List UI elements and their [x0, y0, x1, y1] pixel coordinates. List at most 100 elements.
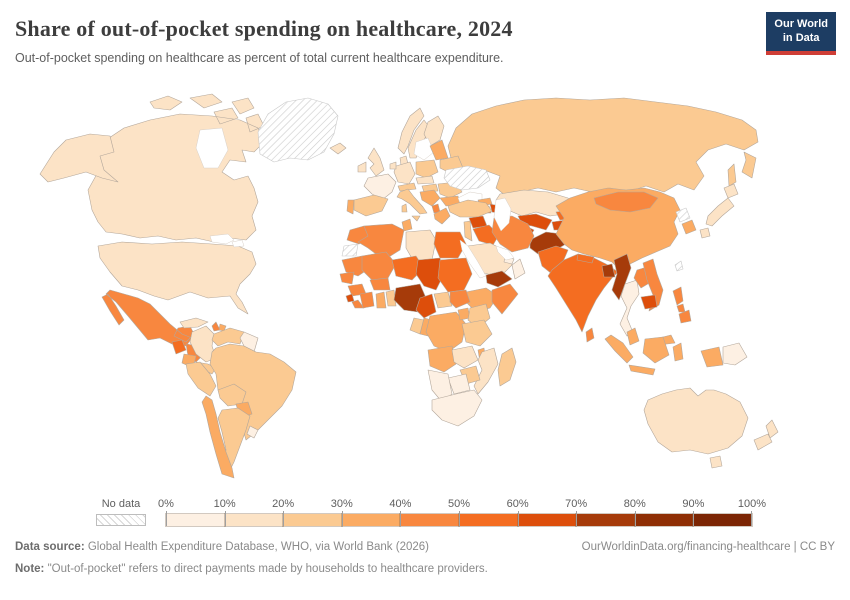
legend-bin-0-10[interactable]: [165, 513, 226, 527]
country-chad[interactable]: [415, 257, 445, 291]
country-balkans-west[interactable]: [419, 189, 441, 207]
legend-tick: [166, 511, 167, 526]
country-zambia[interactable]: [451, 345, 479, 369]
country-iceland[interactable]: [329, 142, 347, 155]
datasource-text: Global Health Expenditure Database, WHO,…: [84, 541, 429, 553]
country-greenland[interactable]: [257, 97, 339, 163]
country-yemen[interactable]: [485, 270, 513, 288]
country-usa[interactable]: [39, 133, 257, 315]
legend-bin-20-30[interactable]: [282, 513, 343, 527]
country-botswana[interactable]: [447, 373, 471, 395]
owid-logo-line2: in Data: [782, 31, 820, 44]
country-uruguay[interactable]: [246, 425, 259, 439]
datasource-label: Data source:: [15, 541, 85, 553]
note-label: Note:: [15, 563, 45, 575]
country-australia[interactable]: [643, 387, 749, 469]
country-ghana[interactable]: [375, 291, 387, 309]
country-czech-slovakia[interactable]: [415, 175, 435, 185]
country-uk[interactable]: [367, 147, 385, 177]
country-south-africa[interactable]: [431, 389, 483, 427]
country-philippines[interactable]: [672, 286, 692, 324]
country-papua-new-guinea[interactable]: [722, 342, 748, 366]
country-mozambique[interactable]: [473, 347, 499, 395]
country-venezuela[interactable]: [211, 327, 245, 347]
country-cuba[interactable]: [179, 317, 209, 329]
country-portugal[interactable]: [346, 199, 355, 215]
legend-bin-80-90[interactable]: [633, 513, 695, 527]
country-western-sahara[interactable]: [341, 243, 359, 257]
country-madagascar[interactable]: [497, 347, 517, 387]
country-cameroon[interactable]: [415, 293, 437, 319]
legend-bin-50-60[interactable]: [458, 513, 519, 527]
country-senegal[interactable]: [339, 271, 355, 285]
country-peru[interactable]: [185, 361, 217, 397]
country-ireland[interactable]: [357, 161, 367, 173]
country-new-zealand[interactable]: [753, 419, 779, 451]
legend-tick: [693, 511, 695, 526]
country-south-sudan[interactable]: [449, 289, 471, 309]
country-drc[interactable]: [425, 311, 467, 353]
legend-color-bar[interactable]: 0% 10% 20% 30% 40% 50% 60% 70% 80% 90% 100%: [158, 498, 766, 528]
country-levant[interactable]: [463, 220, 473, 242]
legend-tick: [283, 511, 285, 526]
country-burkina-faso[interactable]: [369, 277, 391, 291]
country-myanmar[interactable]: [611, 253, 632, 301]
legend-no-data[interactable]: No data: [96, 498, 146, 526]
legend-tick: [517, 511, 519, 526]
country-poland[interactable]: [415, 159, 439, 179]
country-togo-benin[interactable]: [385, 289, 397, 307]
note-text: "Out-of-pocket" refers to direct payment…: [44, 563, 488, 575]
legend-no-data-swatch[interactable]: [96, 514, 146, 526]
country-cambodia[interactable]: [640, 294, 658, 310]
country-south-korea[interactable]: [681, 219, 697, 235]
country-central-african-republic[interactable]: [433, 291, 453, 309]
country-turkey[interactable]: [447, 199, 493, 218]
country-canada[interactable]: [87, 93, 265, 243]
country-germany[interactable]: [393, 161, 416, 185]
country-angola[interactable]: [427, 345, 457, 373]
country-mali[interactable]: [361, 251, 397, 281]
country-sudan[interactable]: [437, 257, 473, 293]
country-switzerland-austria[interactable]: [397, 182, 417, 192]
country-guatemala[interactable]: [171, 339, 187, 355]
country-vietnam[interactable]: [642, 258, 664, 312]
country-france[interactable]: [363, 173, 397, 201]
country-norway[interactable]: [397, 107, 425, 155]
country-japan[interactable]: [699, 183, 739, 239]
country-netherlands[interactable]: [389, 161, 397, 170]
legend-bin-90-100[interactable]: [692, 513, 753, 527]
country-tunisia[interactable]: [401, 218, 413, 232]
country-finland[interactable]: [423, 115, 445, 147]
country-taiwan[interactable]: [674, 260, 684, 272]
country-greece[interactable]: [433, 207, 451, 225]
legend-tick: [400, 511, 402, 526]
legend-bin-30-40[interactable]: [340, 513, 402, 527]
country-ukraine[interactable]: [443, 165, 491, 191]
legend-bin-10-20[interactable]: [223, 513, 285, 527]
legend-bin-40-50[interactable]: [399, 513, 460, 527]
country-tanzania[interactable]: [461, 319, 493, 347]
legend-bin-70-80[interactable]: [575, 513, 636, 527]
country-indonesia[interactable]: [604, 334, 724, 376]
country-mexico[interactable]: [101, 289, 195, 347]
legend-tick-label: 40%: [389, 498, 412, 510]
country-north-korea[interactable]: [675, 207, 691, 223]
country-russia[interactable]: [447, 97, 759, 197]
country-cote-divoire[interactable]: [359, 291, 375, 309]
country-somalia[interactable]: [491, 283, 519, 315]
country-egypt[interactable]: [433, 231, 467, 259]
country-chile[interactable]: [201, 395, 235, 479]
country-nepal[interactable]: [576, 253, 595, 264]
country-sri-lanka[interactable]: [585, 327, 595, 343]
country-sierra-leone[interactable]: [345, 293, 355, 303]
owid-logo[interactable]: Our World in Data: [766, 12, 836, 55]
country-mongolia[interactable]: [593, 191, 659, 213]
country-italy[interactable]: [396, 188, 428, 222]
country-bangladesh[interactable]: [601, 263, 616, 278]
legend-bin-60-70[interactable]: [516, 513, 578, 527]
note-line: Note: "Out-of-pocket" refers to direct p…: [15, 563, 488, 575]
legend-no-data-label: No data: [101, 498, 141, 510]
sea-persian-gulf: [495, 245, 515, 261]
country-oman[interactable]: [511, 258, 526, 280]
country-spain[interactable]: [353, 194, 389, 217]
